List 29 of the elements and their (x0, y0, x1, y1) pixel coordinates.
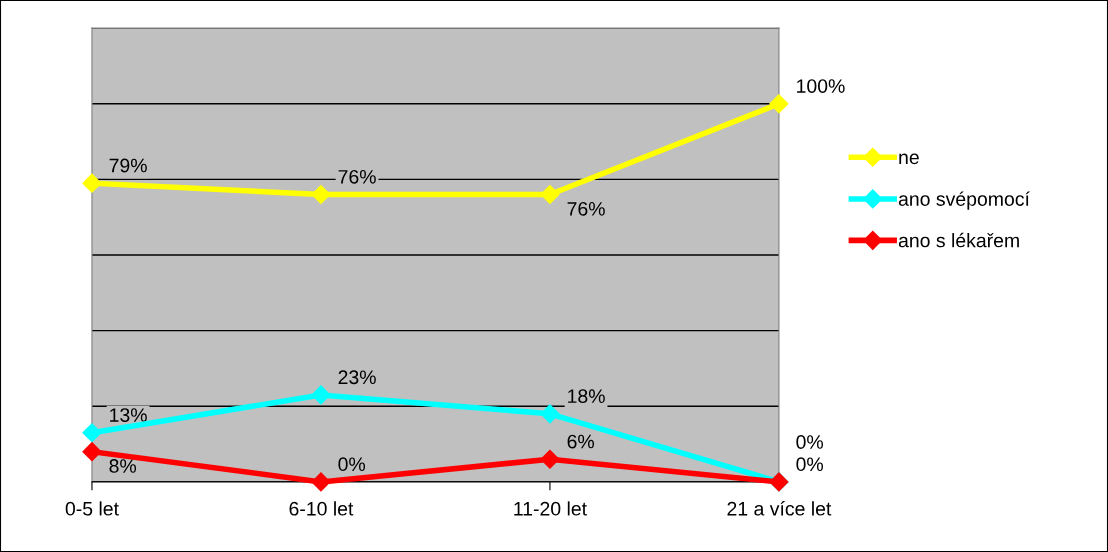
data-label: 0% (338, 457, 366, 472)
data-label: 23% (338, 370, 376, 385)
data-label: 13% (110, 408, 147, 422)
point (82, 173, 102, 193)
x-tick-label: 6-10 let (289, 501, 354, 516)
data-label: 76% (567, 201, 605, 216)
point (311, 184, 331, 205)
point (82, 423, 102, 443)
x-tick-label: 21 a více let (727, 501, 832, 516)
point (769, 94, 789, 114)
point (311, 472, 331, 492)
legend-label: ne (899, 153, 919, 165)
legend-label: ano svépomocí (898, 191, 1030, 210)
point (311, 385, 331, 405)
data-label: 79% (109, 158, 147, 173)
data-label: 76% (338, 169, 376, 184)
data-label: 100% (797, 79, 845, 93)
point (540, 449, 560, 469)
point (540, 404, 560, 424)
x-tick-label: 11-20 let (514, 501, 587, 516)
data-label: 6% (567, 434, 595, 449)
legend-label: ano s lékařem (898, 232, 1019, 248)
data-label: 0% (796, 457, 823, 472)
data-label: 0% (796, 435, 823, 449)
x-tick-label: 0-5 let (65, 501, 119, 516)
data-label: 18% (568, 389, 605, 404)
point (540, 184, 560, 205)
data-label: 8% (109, 459, 137, 473)
point (82, 442, 102, 462)
